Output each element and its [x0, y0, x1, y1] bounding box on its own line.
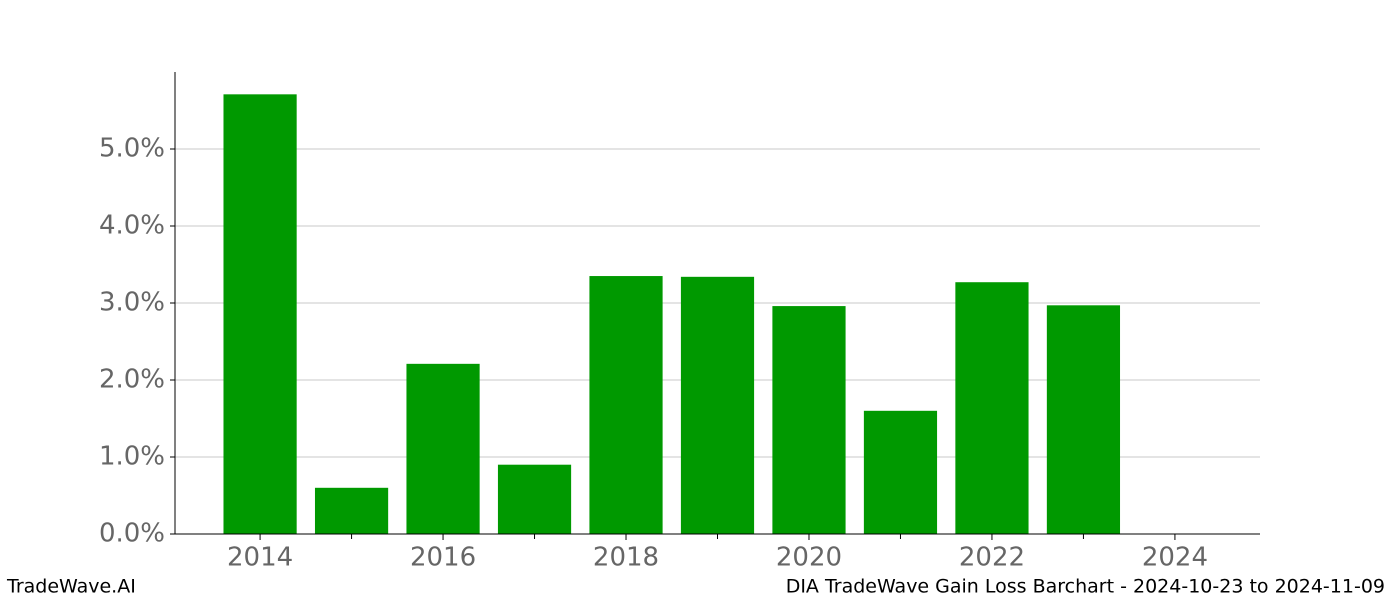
y-tick-label: 0.0% [99, 519, 165, 549]
bar [589, 276, 663, 534]
bar [680, 276, 755, 534]
x-tick-label: 2024 [1142, 543, 1208, 573]
bar [497, 464, 572, 534]
y-tick-label: 1.0% [99, 442, 165, 472]
x-tick-label: 2022 [959, 543, 1025, 573]
y-tick-label: 4.0% [99, 211, 165, 241]
bar [223, 94, 297, 534]
x-tick-label: 2016 [410, 543, 476, 573]
bar [406, 363, 480, 534]
bar [314, 487, 389, 534]
y-tick-label: 3.0% [99, 288, 165, 318]
bar [772, 306, 846, 534]
bar [863, 410, 938, 534]
source-label: TradeWave.AI [6, 576, 136, 598]
chart-title: DIA TradeWave Gain Loss Barchart - 2024-… [786, 576, 1385, 598]
x-tick-label: 2014 [227, 543, 293, 573]
x-tick-label: 2018 [593, 543, 659, 573]
bar [1046, 305, 1121, 534]
bar [955, 282, 1029, 534]
y-tick-label: 5.0% [99, 134, 165, 164]
y-tick-label: 2.0% [99, 365, 165, 395]
x-tick-label: 2020 [776, 543, 842, 573]
